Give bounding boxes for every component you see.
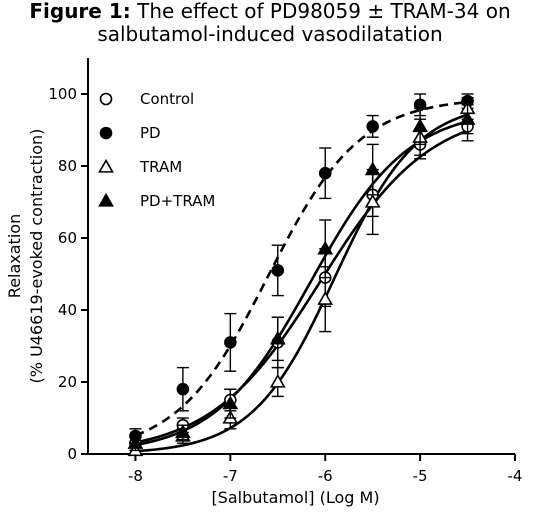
x-tick-label: -6 <box>318 467 333 485</box>
data-point <box>459 111 476 125</box>
data-point <box>222 395 239 410</box>
data-point <box>317 291 334 305</box>
data-point <box>269 373 286 388</box>
data-point <box>366 120 379 133</box>
x-axis-title: [Salbutamol] (Log M) <box>211 488 379 507</box>
series-group-2 <box>127 96 476 457</box>
x-tick-label: -4 <box>508 467 523 485</box>
data-point <box>364 161 381 176</box>
x-tick-label: -8 <box>128 467 143 485</box>
y-axis-title-line2: (% U46619-evoked contraction) <box>27 129 46 384</box>
series-curve-1 <box>134 100 468 437</box>
legend-label-3: PD+TRAM <box>140 192 215 210</box>
legend-label-1: PD <box>140 124 161 142</box>
data-point <box>317 240 334 255</box>
series-curve-2 <box>135 113 468 453</box>
legend-marker-1 <box>99 126 113 140</box>
y-tick-label: 60 <box>58 229 77 247</box>
data-point <box>269 330 286 345</box>
series-group-3 <box>127 104 476 452</box>
y-tick-label: 20 <box>58 373 77 391</box>
series-curve-3 <box>135 120 468 447</box>
figure-title-line2: salbutamol-induced vasodilatation <box>97 22 443 46</box>
figure-title-lead: Figure 1: <box>29 0 131 23</box>
data-point <box>412 118 428 133</box>
series-curve-0 <box>135 129 469 444</box>
data-point <box>271 264 285 277</box>
data-point <box>364 193 381 208</box>
legend-marker-2 <box>98 158 114 173</box>
y-tick-label: 80 <box>58 157 77 175</box>
x-tick-label: -5 <box>413 467 428 485</box>
legend-label-0: Control <box>140 90 194 108</box>
data-point <box>175 424 191 439</box>
data-point <box>224 336 237 349</box>
y-axis-title-line1: Relaxation <box>5 214 24 298</box>
legend-marker-0 <box>99 92 113 106</box>
series-group-1 <box>129 93 474 444</box>
figure-title-line1: The effect of PD98059 ± TRAM-34 on <box>130 0 511 23</box>
x-tick-label: -7 <box>223 467 238 485</box>
y-tick-label: 40 <box>58 301 77 319</box>
legend: Control PD TRAM PD+TRAM <box>98 90 215 210</box>
legend-marker-3 <box>98 192 114 207</box>
figure-title: Figure 1: The effect of PD98059 ± TRAM-3… <box>0 0 540 46</box>
y-tick-label: 100 <box>48 85 77 103</box>
data-point <box>318 166 332 180</box>
y-tick-label: 0 <box>67 445 77 463</box>
legend-label-2: TRAM <box>139 158 182 176</box>
data-point <box>127 435 144 449</box>
data-point <box>176 382 190 396</box>
